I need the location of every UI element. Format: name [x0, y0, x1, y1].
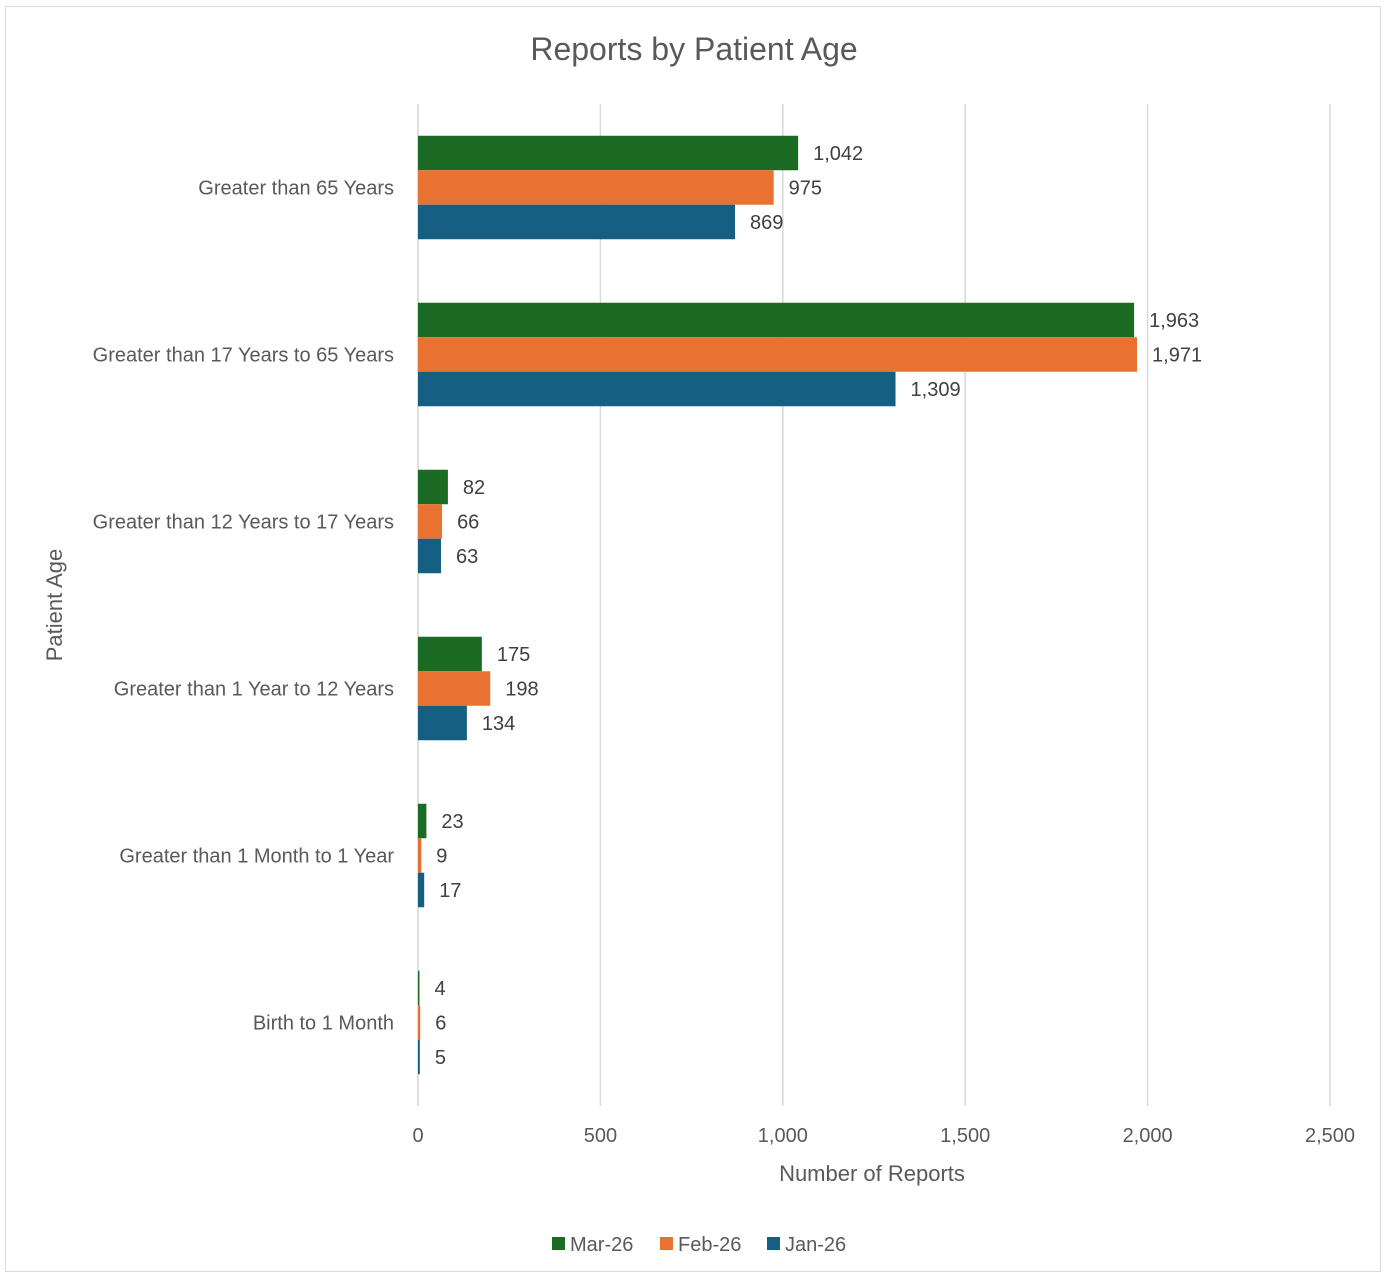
- data-label: 66: [457, 512, 479, 534]
- bar-feb-26: [418, 838, 422, 873]
- bar-feb-26: [418, 170, 774, 205]
- legend-swatch: [767, 1237, 780, 1250]
- x-tick-label: 1,500: [940, 1125, 990, 1147]
- bar-jan-26: [418, 872, 425, 908]
- data-label: 1,971: [1152, 345, 1202, 367]
- bar-jan-26: [418, 1039, 420, 1075]
- bar-mar-26: [418, 970, 420, 1006]
- category-labels: Greater than 65 Years Greater than 17 Yea…: [93, 178, 395, 1035]
- bar-jan-26: [418, 204, 736, 240]
- bar-jan-26: [418, 371, 896, 407]
- data-label: 17: [439, 880, 461, 902]
- x-tick-labels: 0 500 1,000 1,500 2,000 2,500: [412, 1125, 1355, 1147]
- legend-item-jan-26: Jan-26: [767, 1234, 846, 1256]
- data-label: 1,963: [1149, 310, 1199, 332]
- category-label: Greater than 1 Month to 1 Year: [119, 846, 394, 868]
- bar-mar-26: [418, 636, 482, 672]
- bar-mar-26: [418, 469, 448, 505]
- data-label: 134: [482, 713, 515, 735]
- data-labels: 1,0429758691,9631,9711,30982666317519813…: [434, 143, 1202, 1069]
- legend-label: Jan-26: [785, 1234, 846, 1256]
- bar-feb-26: [418, 504, 443, 539]
- x-tick-label: 0: [412, 1125, 423, 1147]
- bar-jan-26: [418, 705, 467, 741]
- x-tick-label: 2,500: [1305, 1125, 1355, 1147]
- bar-feb-26: [418, 671, 491, 706]
- data-label: 175: [497, 644, 530, 666]
- bars: [418, 135, 1138, 1075]
- data-label: 198: [505, 679, 538, 701]
- legend-swatch: [552, 1237, 565, 1250]
- x-axis-title: Number of Reports: [779, 1161, 965, 1186]
- category-label: Greater than 65 Years: [198, 178, 394, 200]
- data-label: 1,309: [911, 379, 961, 401]
- gridlines: [417, 104, 1331, 1106]
- data-label: 5: [435, 1047, 446, 1069]
- data-label: 6: [435, 1013, 446, 1035]
- data-label: 1,042: [813, 143, 863, 165]
- category-label: Greater than 17 Years to 65 Years: [93, 345, 394, 367]
- legend-label: Mar-26: [570, 1234, 633, 1256]
- data-label: 63: [456, 546, 478, 568]
- data-label: 23: [441, 811, 463, 833]
- bar-feb-26: [418, 337, 1138, 372]
- x-tick-label: 500: [584, 1125, 617, 1147]
- legend-item-feb-26: Feb-26: [660, 1234, 741, 1256]
- category-label: Greater than 12 Years to 17 Years: [93, 512, 394, 534]
- data-label: 4: [434, 978, 445, 1000]
- bar-jan-26: [418, 538, 441, 574]
- y-axis-title: Patient Age: [42, 549, 67, 662]
- bar-mar-26: [418, 302, 1135, 338]
- x-tick-label: 2,000: [1123, 1125, 1173, 1147]
- x-tick-label: 1,000: [758, 1125, 808, 1147]
- category-label: Birth to 1 Month: [253, 1013, 394, 1035]
- bar-mar-26: [418, 135, 799, 171]
- bar-mar-26: [418, 803, 427, 839]
- legend: Mar-26 Feb-26 Jan-26: [552, 1234, 846, 1256]
- chart-title: Reports by Patient Age: [530, 31, 857, 67]
- bar-feb-26: [418, 1005, 421, 1040]
- data-label: 975: [789, 178, 822, 200]
- data-label: 9: [436, 846, 447, 868]
- legend-label: Feb-26: [678, 1234, 741, 1256]
- legend-item-mar-26: Mar-26: [552, 1234, 633, 1256]
- category-label: Greater than 1 Year to 12 Years: [114, 679, 394, 701]
- data-label: 82: [463, 477, 485, 499]
- legend-swatch: [660, 1237, 673, 1250]
- data-label: 869: [750, 212, 783, 234]
